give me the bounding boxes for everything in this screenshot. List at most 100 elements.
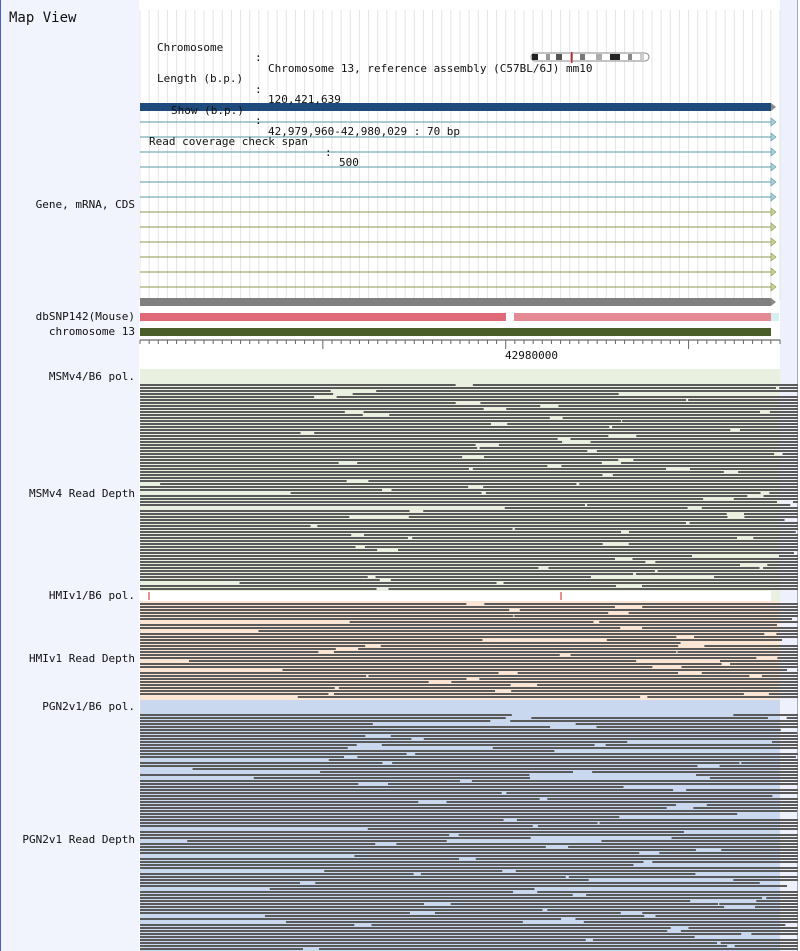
track-label-snp[interactable]: dbSNP142(Mouse)	[35, 310, 135, 323]
msm-read	[140, 573, 634, 575]
pgn-read	[680, 930, 798, 932]
hmi-read	[140, 606, 615, 608]
chromosome-bar	[140, 328, 771, 336]
msm-read	[483, 456, 798, 458]
msm-read	[738, 471, 798, 473]
pgn-read	[319, 948, 798, 950]
pgn-read	[140, 792, 502, 794]
track-label-gene[interactable]: Gene, mRNA, CDS	[35, 198, 135, 211]
mrna-arrow	[770, 162, 777, 172]
track-label-hmi-depth[interactable]: HMIv1 Read Depth	[29, 652, 135, 665]
msm-read	[140, 525, 311, 527]
msm-read	[352, 393, 619, 395]
msm-read	[558, 405, 798, 407]
hmi-read	[140, 681, 429, 683]
msm-read	[628, 543, 798, 545]
msm-read	[562, 417, 798, 419]
msm-read	[140, 540, 798, 542]
track-label-pgn-depth[interactable]: PGN2v1 Read Depth	[22, 833, 135, 846]
msm-read	[364, 534, 798, 536]
msm-read	[363, 411, 761, 413]
msm-read	[140, 522, 686, 524]
msm-read	[628, 531, 796, 533]
hmi-read	[140, 663, 722, 665]
track-label-msm-depth[interactable]: MSMv4 Read Depth	[29, 487, 135, 500]
pgn-read	[642, 912, 798, 914]
page-title: Map View	[9, 10, 77, 26]
pgn-read	[140, 837, 531, 839]
msm-read	[480, 402, 798, 404]
pgn-read	[140, 927, 671, 929]
msm-read	[641, 585, 798, 587]
msm-read	[140, 558, 615, 560]
track-label-chromosome[interactable]: chromosome 13	[48, 325, 135, 338]
left-border	[0, 0, 1, 951]
msm-read	[391, 489, 798, 491]
msm-read	[140, 489, 383, 491]
pgn-read	[140, 741, 628, 743]
msm-read	[498, 444, 798, 446]
msm-read	[140, 390, 331, 392]
pgn-read	[415, 753, 798, 755]
hmi-read	[140, 612, 609, 614]
msm-read	[140, 447, 478, 449]
pgn-read	[755, 906, 798, 908]
pgn-read	[596, 726, 798, 728]
msm-read	[140, 477, 798, 479]
pgn-read	[140, 753, 407, 755]
pgn-read	[140, 891, 514, 893]
pgn-read	[140, 756, 345, 758]
msm-read	[140, 423, 491, 425]
hmi-read	[140, 678, 467, 680]
hmi-read	[768, 693, 798, 695]
pgn-read	[531, 717, 768, 719]
pgn-read	[140, 795, 773, 797]
pgn-read	[756, 900, 798, 902]
track-label-hmi-pol[interactable]: HMIv1/B6 pol.	[48, 589, 135, 602]
pgn-read	[140, 744, 357, 746]
pgn-read	[741, 762, 798, 764]
hmi-read	[140, 684, 511, 686]
hmi-read	[358, 648, 798, 650]
hmi-read	[140, 624, 777, 626]
pgn-read	[720, 942, 798, 944]
msm-read	[368, 480, 798, 482]
hmi-read	[484, 603, 798, 605]
mrna-arrow	[770, 267, 777, 277]
track-label-pgn-pol[interactable]: PGN2v1/B6 pol.	[42, 700, 135, 713]
msm-read	[140, 585, 617, 587]
pgn-read	[458, 834, 798, 836]
pgn-read	[320, 771, 574, 773]
hmi-read	[140, 672, 499, 674]
msm-read	[561, 465, 798, 467]
mrna-arrow	[770, 132, 777, 142]
pgn-read	[390, 735, 798, 737]
msm-read	[140, 465, 548, 467]
hmi-read	[606, 639, 783, 641]
pgn-read	[140, 864, 634, 866]
chromosome-ideogram[interactable]	[530, 52, 650, 63]
hmi-read	[140, 666, 653, 668]
pgn-read	[592, 771, 798, 773]
pgn-read	[706, 804, 798, 806]
msm-read	[570, 438, 798, 440]
hmi-read	[140, 633, 765, 635]
track-label-msm-pol[interactable]: MSMv4/B6 pol.	[48, 370, 135, 383]
pgn-read	[721, 849, 798, 851]
pgn-read	[396, 843, 798, 845]
hmi-band	[140, 601, 780, 700]
msm-read	[140, 567, 539, 569]
msm-read	[763, 495, 798, 497]
pgn-read	[696, 774, 798, 776]
pgn-read	[471, 780, 798, 782]
pgn-read	[719, 903, 798, 905]
pgn-read	[140, 714, 512, 716]
pgn-read	[140, 930, 668, 932]
msm-read	[140, 495, 748, 497]
msm-read	[388, 588, 798, 590]
msm-read	[472, 468, 667, 470]
msm-read	[507, 423, 798, 425]
msm-read	[632, 558, 798, 560]
pgn-read	[516, 819, 798, 821]
